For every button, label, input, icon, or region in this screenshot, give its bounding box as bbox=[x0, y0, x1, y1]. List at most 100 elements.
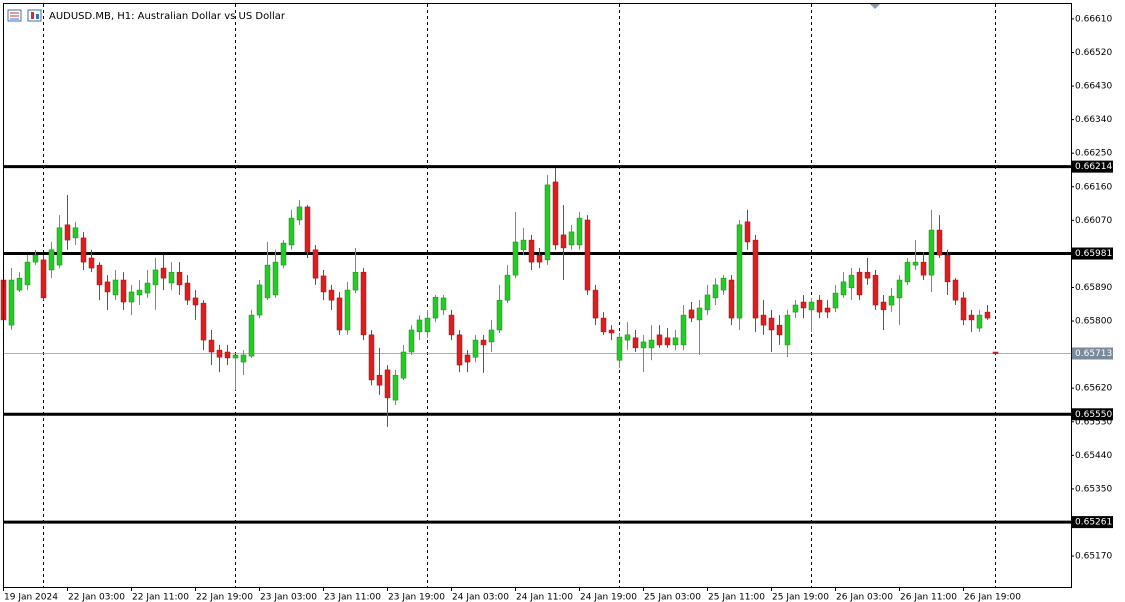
y-tick-label: 0.66070 bbox=[1075, 216, 1112, 226]
x-tick-label: 22 Jan 03:00 bbox=[68, 593, 125, 602]
candle-body bbox=[112, 279, 119, 296]
candle-body bbox=[120, 279, 127, 303]
candle-body bbox=[528, 239, 535, 263]
candle-body bbox=[328, 289, 335, 301]
candle-body bbox=[712, 284, 719, 299]
candle-body bbox=[200, 302, 207, 341]
x-tick-label: 23 Jan 03:00 bbox=[260, 593, 317, 602]
candle-body bbox=[504, 274, 511, 301]
candle-body bbox=[352, 271, 359, 291]
candle-body bbox=[992, 351, 999, 354]
candle-body bbox=[512, 241, 519, 276]
candle-body bbox=[936, 229, 943, 256]
candle-body bbox=[168, 271, 175, 284]
y-tick-label: 0.66520 bbox=[1075, 48, 1112, 58]
candle-body bbox=[432, 296, 439, 319]
candle-body bbox=[480, 339, 487, 346]
level-label-box bbox=[1072, 408, 1113, 421]
candle-body bbox=[776, 324, 783, 336]
candle-body bbox=[552, 181, 559, 246]
x-tick-label: 26 Jan 11:00 bbox=[900, 593, 957, 602]
level-label: 0.65550 bbox=[1075, 410, 1112, 420]
candle-body bbox=[496, 299, 503, 331]
candle-body bbox=[808, 301, 815, 311]
y-tick-label: 0.66430 bbox=[1075, 82, 1112, 92]
icon bbox=[27, 9, 42, 22]
candle-body bbox=[80, 237, 87, 263]
candle-body bbox=[888, 295, 895, 306]
candle-body bbox=[864, 271, 871, 279]
candle-body bbox=[24, 261, 31, 286]
icon bbox=[31, 12, 34, 19]
candle-body bbox=[472, 339, 479, 358]
candle-body bbox=[256, 284, 263, 316]
current-price-label: 0.65713 bbox=[1075, 349, 1112, 359]
candle-body bbox=[984, 311, 991, 319]
candle-body bbox=[744, 221, 751, 243]
x-tick-label: 24 Jan 11:00 bbox=[516, 593, 573, 602]
candle-body bbox=[768, 317, 775, 331]
candle-body bbox=[416, 319, 423, 333]
candle-body bbox=[624, 334, 631, 341]
y-tick-label: 0.65530 bbox=[1075, 417, 1112, 427]
candle-body bbox=[64, 224, 71, 241]
candle-body bbox=[736, 224, 743, 319]
icon bbox=[36, 14, 39, 19]
candle-body bbox=[704, 294, 711, 311]
candle-body bbox=[464, 354, 471, 363]
candle-body bbox=[344, 289, 351, 331]
candle-body bbox=[688, 309, 695, 319]
candle-body bbox=[16, 277, 23, 291]
candle-body bbox=[48, 249, 55, 271]
candle-body bbox=[680, 314, 687, 346]
level-label-box bbox=[1072, 247, 1113, 260]
candle-body bbox=[296, 206, 303, 221]
candle-body bbox=[648, 339, 655, 349]
x-tick-label: 22 Jan 11:00 bbox=[132, 593, 189, 602]
candle-body bbox=[856, 271, 863, 296]
level-label: 0.65261 bbox=[1075, 518, 1112, 528]
x-tick-label: 24 Jan 03:00 bbox=[452, 593, 509, 602]
candle-body bbox=[72, 227, 79, 239]
candle-body bbox=[560, 234, 567, 249]
candle-body bbox=[880, 301, 887, 311]
candle-body bbox=[576, 217, 583, 246]
candle-body bbox=[600, 317, 607, 333]
candle-body bbox=[752, 239, 759, 319]
day-separators bbox=[43, 4, 996, 587]
candle-body bbox=[176, 271, 183, 286]
candle-body bbox=[816, 299, 823, 313]
level-label: 0.66214 bbox=[1075, 162, 1112, 172]
candle-body bbox=[912, 261, 919, 266]
y-tick-label: 0.65890 bbox=[1075, 283, 1112, 293]
candle-body bbox=[384, 369, 391, 399]
y-tick-label: 0.65440 bbox=[1075, 451, 1112, 461]
candle-body bbox=[40, 259, 47, 299]
candle-body bbox=[392, 374, 399, 401]
candle-body bbox=[616, 336, 623, 361]
candle-body bbox=[368, 334, 375, 381]
candle-body bbox=[288, 217, 295, 246]
candle-body bbox=[192, 297, 199, 306]
y-tick-label: 0.65350 bbox=[1075, 484, 1112, 494]
candle-body bbox=[232, 354, 239, 359]
title-icons bbox=[7, 9, 42, 22]
candle-body bbox=[440, 297, 447, 311]
candle-body bbox=[208, 339, 215, 353]
x-tick-label: 25 Jan 03:00 bbox=[644, 593, 701, 602]
x-tick-label: 22 Jan 19:00 bbox=[196, 593, 253, 602]
candle-body bbox=[608, 329, 615, 334]
candle-body bbox=[672, 337, 679, 346]
x-tick-label: 26 Jan 19:00 bbox=[964, 593, 1021, 602]
candle-body bbox=[784, 314, 791, 346]
candle-body bbox=[952, 279, 959, 301]
candle-body bbox=[160, 267, 167, 279]
y-tick-label: 0.66160 bbox=[1075, 182, 1112, 192]
candle-body bbox=[488, 329, 495, 343]
candle-body bbox=[336, 297, 343, 331]
y-tick-label: 0.65620 bbox=[1075, 384, 1112, 394]
candle-body bbox=[760, 314, 767, 326]
candle-body bbox=[424, 317, 431, 333]
